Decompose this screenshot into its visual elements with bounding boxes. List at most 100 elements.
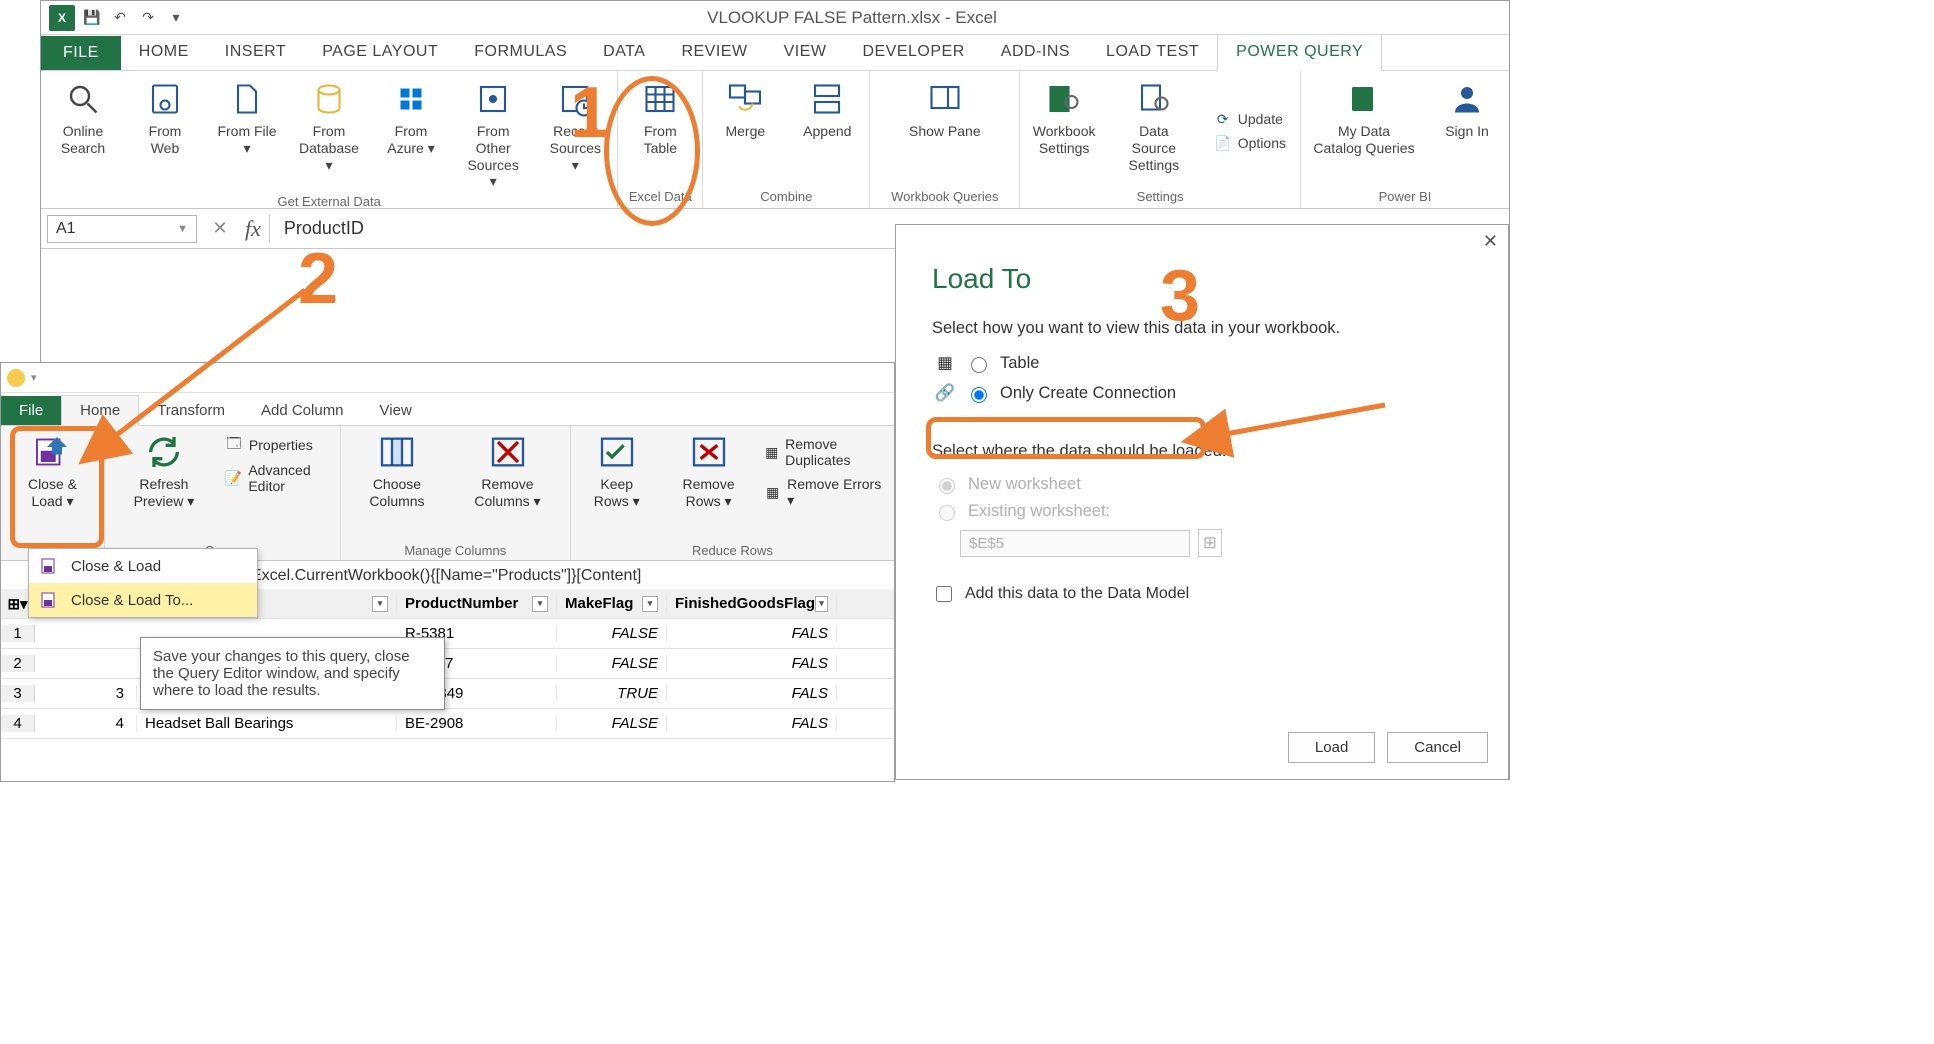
row-number: 2 [1,655,35,672]
remove-errors-button[interactable]: ▦Remove Errors ▾ [764,476,884,509]
save-icon[interactable]: 💾 [81,7,103,29]
search-icon [63,79,103,119]
keep-rows-icon [597,432,637,472]
annotation-number-3: 3 [1160,255,1200,337]
ribbon-tabs: FILE HOME INSERT PAGE LAYOUT FORMULAS DA… [41,35,1509,71]
remove-columns-button[interactable]: Remove Columns ▾ [455,430,560,512]
redo-icon[interactable]: ↷ [137,7,159,29]
namebox-dropdown-icon[interactable]: ▼ [177,223,188,235]
existing-ref-input [960,530,1190,557]
pq-tab-file[interactable]: File [1,396,61,425]
tab-developer[interactable]: DEVELOPER [844,35,982,70]
remove-rows-icon [689,432,729,472]
pq-formula-text[interactable]: Excel.CurrentWorkbook(){[Name="Products"… [251,567,641,585]
annotation-arrow-2 [90,280,330,470]
from-file-button[interactable]: From File ▾ [213,75,281,192]
col-makeflag[interactable]: MakeFlag▾ [557,595,667,612]
pq-logo-icon [7,369,25,387]
remove-columns-icon [488,432,528,472]
tab-pagelayout[interactable]: PAGE LAYOUT [304,35,456,70]
col-finishedgoods[interactable]: FinishedGoodsFlag▾ [667,595,837,612]
pq-qat-dropdown-icon[interactable]: ▾ [31,371,37,384]
tab-view[interactable]: VIEW [766,35,845,70]
row-number: 3 [1,685,35,702]
tab-home[interactable]: HOME [121,35,207,70]
filter-icon[interactable]: ▾ [642,596,658,612]
tab-loadtest[interactable]: LOAD TEST [1088,35,1217,70]
pane-icon [925,79,965,119]
cell-productnumber: BE-2908 [397,715,557,732]
load-to-sub1: Select how you want to view this data in… [932,319,1480,338]
add-to-data-model[interactable]: Add this data to the Data Model [932,583,1480,605]
load-to-pane: ✕ Load To Select how you want to view th… [895,224,1509,780]
tab-addins[interactable]: ADD-INS [983,35,1088,70]
tab-review[interactable]: REVIEW [663,35,765,70]
undo-icon[interactable]: ↶ [109,7,131,29]
load-button[interactable]: Load [1288,732,1375,763]
from-azure-button[interactable]: From Azure ▾ [377,75,445,192]
data-source-settings-button[interactable]: Data Source Settings [1114,75,1194,187]
option-table[interactable]: ▦ Table [932,348,1480,378]
close-load-menu: Close & Load Close & Load To... [28,548,258,618]
group-label-powerbi: Power BI [1379,187,1432,206]
remove-rows-button[interactable]: Remove Rows ▾ [665,430,753,512]
filter-icon[interactable]: ▾ [532,596,548,612]
keep-rows-button[interactable]: Keep Rows ▾ [581,430,653,512]
filter-icon[interactable]: ▾ [815,596,828,612]
cell-finishedgoods: FALS [667,685,837,702]
excel-logo-icon: X [49,5,75,31]
cell-productid: 3 [35,685,137,702]
from-other-sources-button[interactable]: From Other Sources ▾ [459,75,527,192]
close-load-to-item[interactable]: Close & Load To... [29,583,257,617]
tab-file[interactable]: FILE [41,36,121,70]
append-button[interactable]: Append [793,75,861,187]
online-search-button[interactable]: Online Search [49,75,117,192]
remove-duplicates-button[interactable]: ▦Remove Duplicates [764,436,884,468]
col-productnumber[interactable]: ProductNumber▾ [397,595,557,612]
from-web-button[interactable]: From Web [131,75,199,192]
name-box[interactable]: A1▼ [47,215,197,243]
annotation-box-3 [926,417,1206,459]
pq-tab-view[interactable]: View [362,396,430,425]
cancel-button[interactable]: Cancel [1387,732,1488,763]
show-pane-button[interactable]: Show Pane [905,75,985,187]
pq-group-label-managecols: Manage Columns [351,541,560,558]
table-row[interactable]: 1R-5381FALSEFALS [1,619,894,649]
table-option-icon: ▦ [934,352,956,374]
append-icon [807,79,847,119]
catalog-icon [1344,79,1384,119]
annotation-arrow-3 [1205,395,1405,455]
qat-dropdown-icon[interactable]: ▾ [165,7,187,29]
range-picker-icon: ⊞ [1198,529,1222,557]
tab-powerquery[interactable]: POWER QUERY [1217,34,1382,71]
table-row[interactable]: 44Headset Ball BearingsBE-2908FALSEFALS [1,709,894,739]
close-load-item[interactable]: Close & Load [29,549,257,583]
pq-group-reduce-rows: Keep Rows ▾ Remove Rows ▾ ▦Remove Duplic… [571,426,894,560]
formula-cancel-icon[interactable]: ✕ [203,218,237,239]
options-button[interactable]: 📄Options [1214,134,1286,152]
merge-button[interactable]: Merge [711,75,779,187]
filter-icon[interactable]: ▾ [372,596,388,612]
my-data-catalog-button[interactable]: My Data Catalog Queries [1309,75,1419,187]
cell-makeflag: FALSE [557,655,667,672]
azure-icon [391,79,431,119]
cell-name: Headset Ball Bearings [137,715,397,732]
load-to-title: Load To [932,263,1480,295]
choose-columns-button[interactable]: Choose Columns [351,430,443,512]
cell-makeflag: FALSE [557,715,667,732]
tab-insert[interactable]: INSERT [207,35,304,70]
annotation-number-2: 2 [298,238,338,320]
from-database-button[interactable]: From Database ▾ [295,75,363,192]
update-button[interactable]: ⟳Update [1214,110,1286,128]
table-row[interactable]: 33BB Ball BearingBE-2349TRUEFALS [1,679,894,709]
sign-in-button[interactable]: Sign In [1433,75,1501,187]
table-row[interactable]: 2A-8327FALSEFALS [1,649,894,679]
radio-table[interactable] [971,357,987,373]
tab-formulas[interactable]: FORMULAS [456,35,585,70]
workbook-settings-button[interactable]: Workbook Settings [1028,75,1100,187]
radio-only-connection[interactable] [971,387,987,403]
fx-icon[interactable]: fx [237,216,269,242]
close-icon[interactable]: ✕ [1483,231,1498,252]
tab-data[interactable]: DATA [585,35,663,70]
checkbox-data-model[interactable] [936,586,952,602]
